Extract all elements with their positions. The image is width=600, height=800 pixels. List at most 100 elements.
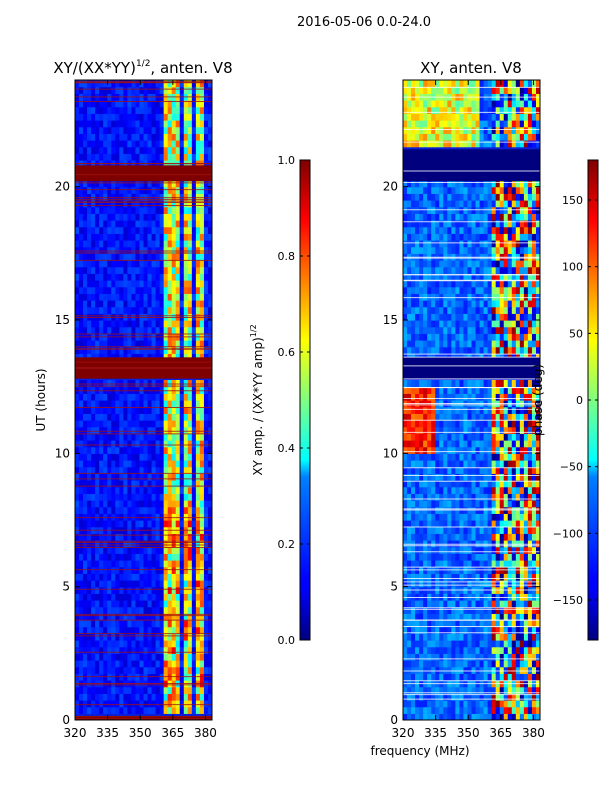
heatmap-cell — [535, 380, 540, 388]
heatmap-cell — [123, 126, 128, 134]
heatmap-cell — [175, 233, 181, 241]
heatmap-cell — [175, 546, 181, 554]
heatmap-cell — [127, 246, 133, 254]
heatmap-cell — [199, 453, 205, 461]
heatmap-cell — [143, 393, 149, 401]
heatmap-cell — [195, 113, 201, 121]
heatmap-cell — [191, 686, 197, 694]
heatmap-cell — [131, 120, 137, 128]
heatmap-cell — [527, 466, 533, 474]
heatmap-cell — [83, 626, 88, 634]
heatmap-cell — [83, 426, 88, 434]
heatmap-cell — [155, 266, 161, 274]
heatmap-cell — [131, 180, 137, 188]
heatmap-cell — [435, 453, 440, 461]
heatmap-cell — [75, 140, 80, 148]
heatmap-cell — [447, 466, 452, 474]
heatmap-cell — [151, 100, 157, 108]
heatmap-cell — [195, 500, 201, 508]
heatmap-cell — [143, 626, 149, 634]
heatmap-cell — [203, 566, 209, 574]
heatmap-cell — [99, 560, 104, 568]
heatmap-cell — [123, 293, 128, 301]
heatmap-cell — [175, 613, 181, 621]
heatmap-cell — [111, 513, 116, 521]
heatmap-cell — [535, 580, 540, 588]
heatmap-cell — [163, 580, 169, 588]
heatmap-cell — [151, 353, 157, 361]
heatmap-cell — [199, 560, 205, 568]
heatmap-cell — [523, 533, 529, 541]
heatmap-cell — [131, 326, 137, 334]
heatmap-cell — [119, 226, 124, 234]
heatmap-cell — [151, 613, 157, 621]
heatmap-cell — [87, 593, 92, 601]
heatmap-cell — [91, 593, 96, 601]
heatmap-cell — [463, 580, 469, 588]
heatmap-cell — [115, 140, 120, 148]
heatmap-cell — [431, 533, 436, 541]
heatmap-cell — [419, 653, 424, 661]
heatmap-cell — [131, 126, 137, 134]
heatmap-cell — [203, 266, 209, 274]
heatmap-cell — [163, 613, 169, 621]
heatmap-cell — [203, 433, 209, 441]
heatmap-cell — [139, 306, 145, 314]
heatmap-cell — [527, 640, 533, 648]
heatmap-cell — [459, 393, 465, 401]
heatmap-cell — [99, 273, 104, 281]
heatmap-cell — [111, 353, 116, 361]
heatmap-cell — [467, 620, 473, 628]
heatmap-cell — [203, 100, 209, 108]
heatmap-cell — [455, 386, 461, 394]
heatmap-cell — [451, 433, 456, 441]
heatmap-cell — [79, 600, 84, 608]
heatmap-cell — [127, 566, 133, 574]
heatmap-cell — [203, 133, 209, 141]
heatmap-cell — [407, 520, 412, 528]
heatmap-cell — [147, 200, 153, 208]
heatmap-cell — [415, 633, 420, 641]
heatmap-cell — [75, 193, 80, 201]
heatmap-cell — [171, 133, 177, 141]
heatmap-cell — [483, 553, 489, 561]
heatmap-cell — [431, 380, 436, 388]
heatmap-cell — [99, 193, 104, 201]
heatmap-cell — [187, 180, 193, 188]
heatmap-cell — [131, 560, 137, 568]
heatmap-cell — [115, 273, 120, 281]
heatmap-cell — [99, 426, 104, 434]
heatmap-cell — [91, 540, 96, 548]
heatmap-cell — [151, 86, 157, 94]
heatmap-cell — [511, 560, 517, 568]
heatmap-cell — [83, 353, 88, 361]
heatmap-cell — [403, 380, 408, 388]
heatmap-cell — [427, 486, 432, 494]
heatmap-cell — [487, 546, 493, 554]
heatmap-cell — [143, 433, 149, 441]
heatmap-cell — [83, 233, 88, 241]
heatmap-cell — [175, 700, 181, 708]
heatmap-cell — [123, 553, 128, 561]
heatmap-cell — [511, 620, 517, 628]
heatmap-cell — [83, 326, 88, 334]
heatmap-cell — [199, 520, 205, 528]
heatmap-cell — [75, 660, 80, 668]
heatmap-cell — [467, 700, 473, 708]
heatmap-cell — [159, 206, 165, 214]
heatmap-cell — [443, 480, 448, 488]
heatmap-cell — [523, 700, 529, 708]
heatmap-cell — [423, 686, 428, 694]
heatmap-cell — [119, 593, 124, 601]
heatmap-cell — [103, 433, 108, 441]
heatmap-cell — [99, 220, 104, 228]
heatmap-cell — [91, 313, 96, 321]
heatmap-cell — [87, 140, 92, 148]
heatmap-cell — [179, 320, 185, 328]
heatmap-cell — [143, 326, 149, 334]
heatmap-cell — [103, 700, 108, 708]
heatmap-cell — [439, 573, 444, 581]
heatmap-cell — [495, 553, 501, 561]
heatmap-cell — [415, 580, 420, 588]
heatmap-cell — [443, 546, 448, 554]
